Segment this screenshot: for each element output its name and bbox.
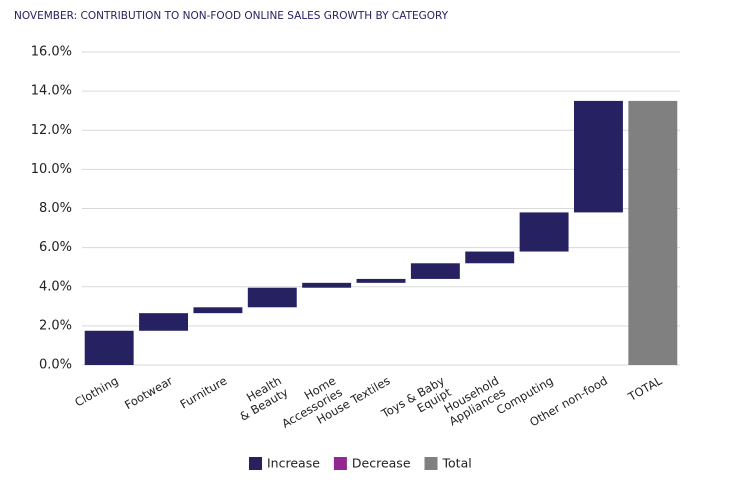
y-tick-label: 12.0% — [31, 123, 72, 138]
y-tick-label: 4.0% — [39, 279, 72, 294]
x-tick-label: Clothing — [72, 373, 120, 409]
bar — [84, 330, 134, 365]
bar — [465, 251, 515, 264]
legend-label: Increase — [267, 456, 320, 471]
bar — [356, 278, 406, 283]
legend-swatch — [333, 457, 347, 470]
bar — [410, 263, 460, 279]
bar — [519, 212, 569, 252]
y-tick-label: 0.0% — [39, 358, 72, 373]
x-tick-label: HouseholdAppliances — [440, 373, 508, 428]
bar — [628, 100, 678, 365]
legend-label: Decrease — [352, 456, 411, 471]
y-tick-label: 8.0% — [39, 201, 72, 216]
bar — [573, 100, 623, 213]
legend-swatch — [249, 457, 262, 470]
x-tick-label: TOTAL — [625, 373, 665, 404]
x-tick-label: Health& Beauty — [231, 373, 291, 423]
legend-swatch — [424, 457, 438, 470]
y-tick-label: 2.0% — [39, 318, 72, 333]
x-tick-label: Furniture — [178, 373, 230, 411]
y-tick-label: 14.0% — [31, 84, 72, 99]
y-tick-label: 16.0% — [31, 45, 72, 60]
legend-label: Total — [442, 456, 472, 471]
bar — [139, 313, 189, 331]
bar — [193, 307, 243, 314]
bar — [302, 282, 352, 288]
y-tick-label: 10.0% — [31, 162, 72, 177]
y-tick-label: 6.0% — [39, 240, 72, 255]
x-tick-label: Footwear — [122, 373, 175, 412]
bar — [247, 287, 297, 308]
chart-title: NOVEMBER: CONTRIBUTION TO NON-FOOD ONLIN… — [14, 10, 449, 22]
